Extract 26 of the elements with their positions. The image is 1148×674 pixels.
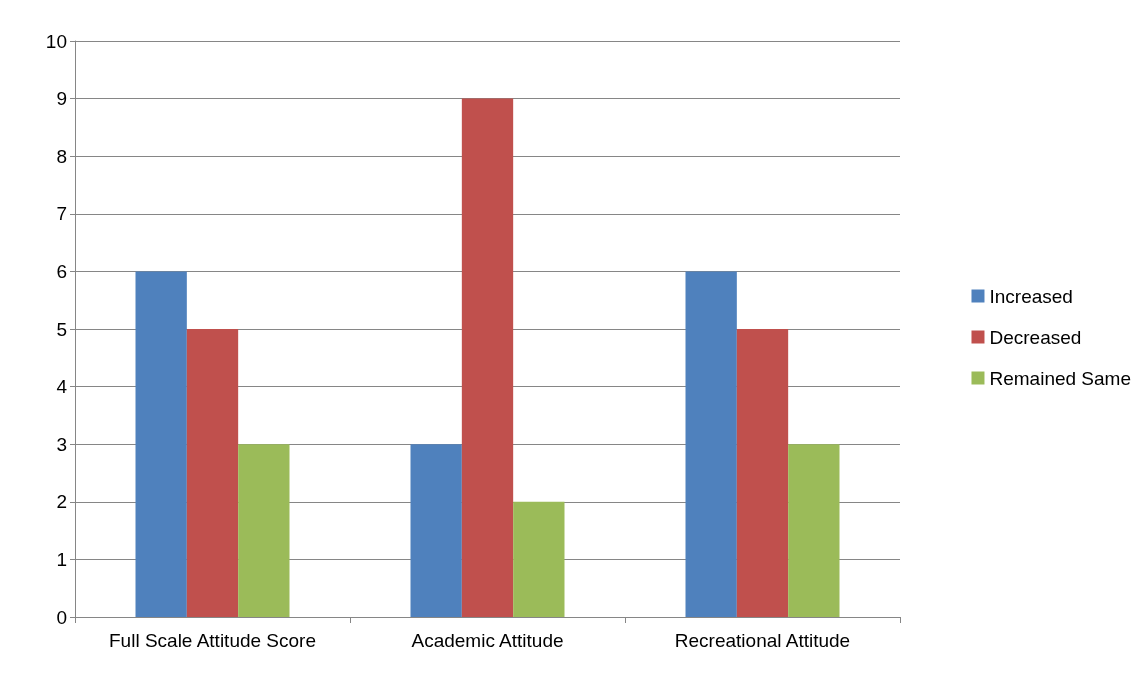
bar: [736, 329, 789, 617]
y-tick-label: 3: [56, 433, 67, 455]
y-tick-label: 1: [56, 548, 67, 570]
y-tick-label: 6: [56, 260, 67, 282]
bar: [788, 444, 840, 617]
y-tick-label: 5: [56, 318, 67, 340]
bar: [238, 444, 290, 617]
y-tick-label: 9: [56, 88, 67, 110]
bar: [461, 98, 514, 617]
legend-label: Increased: [989, 285, 1073, 307]
y-tick-label: 0: [56, 606, 67, 628]
bar: [135, 271, 187, 617]
legend-label: Remained Same: [989, 367, 1132, 389]
x-tick-label: Recreational Attitude: [674, 630, 851, 651]
x-tick-label: Full Scale Attitude Score: [109, 630, 316, 651]
y-tick-label: 4: [56, 376, 68, 398]
y-tick-label: 7: [56, 203, 67, 225]
bar: [186, 329, 239, 617]
y-tick-label: 8: [56, 145, 67, 167]
legend-label: Decreased: [989, 326, 1082, 348]
x-tick-label: Academic Attitude: [411, 630, 564, 651]
bar: [410, 444, 462, 617]
y-tick-label: 10: [45, 30, 67, 52]
bar: [685, 271, 737, 617]
y-tick-label: 2: [56, 491, 67, 513]
bar: [513, 501, 565, 617]
